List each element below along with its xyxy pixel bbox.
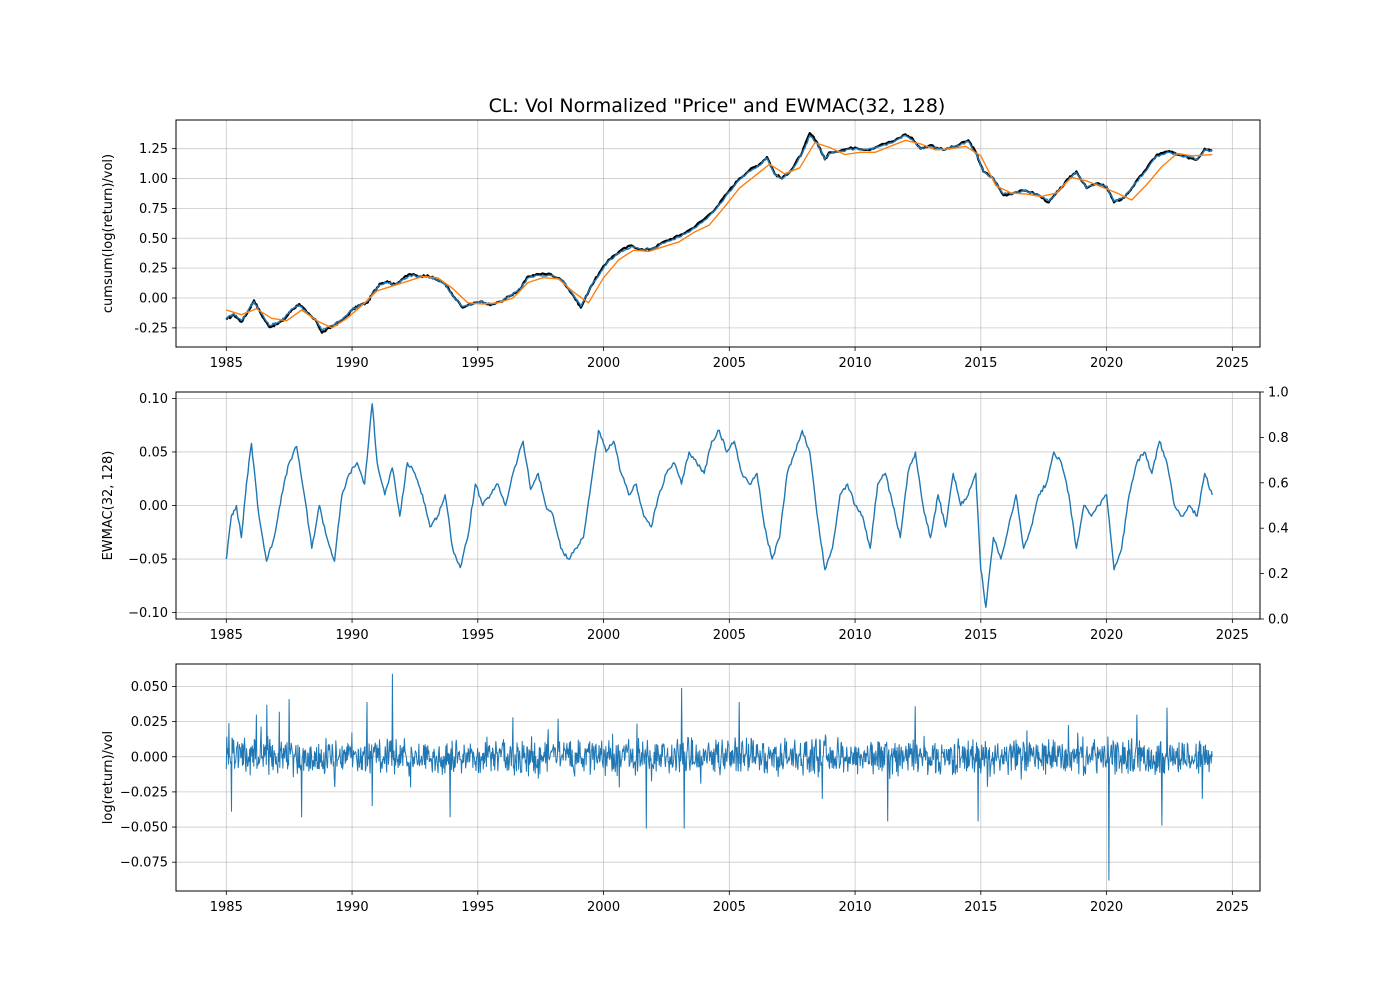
x-tick-label: 2015 xyxy=(964,900,997,915)
x-tick-label: 1990 xyxy=(336,628,369,643)
y-tick-label: 0.050 xyxy=(131,680,168,695)
x-tick-label: 1995 xyxy=(461,356,494,371)
x-tick-label: 2015 xyxy=(964,356,997,371)
x-tick-label: 2020 xyxy=(1090,900,1123,915)
y-tick-label: 0.10 xyxy=(139,392,168,407)
x-tick-label: 2015 xyxy=(964,628,997,643)
x-tick-label: 1985 xyxy=(210,900,243,915)
series-line xyxy=(226,139,1213,329)
y-axis-label: EWMAC(32, 128) xyxy=(101,451,116,561)
series-line xyxy=(225,132,1213,334)
y-tick-label: -0.25 xyxy=(134,321,168,336)
y-tick-label: −0.075 xyxy=(120,856,168,871)
y-tick-label: 0.75 xyxy=(139,202,168,217)
y-tick-label: 0.50 xyxy=(139,232,168,247)
x-tick-label: 2000 xyxy=(587,356,620,371)
series-line xyxy=(225,673,1213,881)
axes-frame xyxy=(175,119,1261,348)
right-y-tick-label: 0.8 xyxy=(1268,431,1289,446)
axes-frame xyxy=(175,391,1261,620)
right-y-tick-label: 0.6 xyxy=(1268,476,1289,491)
x-tick-label: 1995 xyxy=(461,900,494,915)
y-tick-label: 0.000 xyxy=(131,750,168,765)
right-y-tick-label: 0.2 xyxy=(1268,567,1289,582)
x-tick-label: 2000 xyxy=(587,900,620,915)
y-tick-label: 1.00 xyxy=(139,172,168,187)
y-axis-label: cumsum(log(return)/vol) xyxy=(101,154,116,313)
x-tick-label: 2010 xyxy=(839,900,872,915)
figure-title: CL: Vol Normalized "Price" and EWMAC(32,… xyxy=(489,95,946,117)
x-tick-label: 1985 xyxy=(210,356,243,371)
x-tick-label: 2010 xyxy=(839,356,872,371)
right-y-tick-label: 0.0 xyxy=(1268,613,1289,628)
y-tick-label: −0.025 xyxy=(120,785,168,800)
right-y-tick-label: 0.4 xyxy=(1268,522,1289,537)
x-tick-label: 2010 xyxy=(839,628,872,643)
y-tick-label: −0.050 xyxy=(120,821,168,836)
price-axes: 1985 1990 1995 2000 2005 2010 2015 2020 2025 -0.2… xyxy=(101,119,1261,371)
x-tick-label: 2020 xyxy=(1090,356,1123,371)
y-tick-label: 0.00 xyxy=(139,499,168,514)
x-tick-label: 1990 xyxy=(336,356,369,371)
y-tick-label: 1.25 xyxy=(139,142,168,157)
right-y-tick-label: 1.0 xyxy=(1268,386,1289,401)
x-tick-label: 2025 xyxy=(1216,356,1249,371)
series-line xyxy=(226,134,1213,331)
x-tick-label: 2005 xyxy=(713,628,746,643)
y-tick-label: 0.05 xyxy=(139,445,168,460)
x-tick-label: 2005 xyxy=(713,900,746,915)
x-tick-label: 2025 xyxy=(1216,628,1249,643)
y-tick-label: −0.05 xyxy=(128,553,168,568)
series-line xyxy=(225,403,1213,608)
x-tick-label: 2005 xyxy=(713,356,746,371)
x-tick-label: 2025 xyxy=(1216,900,1249,915)
y-tick-label: 0.00 xyxy=(139,292,168,307)
y-tick-label: −0.10 xyxy=(128,606,168,621)
x-tick-label: 2020 xyxy=(1090,628,1123,643)
axes-frame xyxy=(175,663,1261,892)
x-tick-label: 2000 xyxy=(587,628,620,643)
y-tick-label: 0.25 xyxy=(139,262,168,277)
x-tick-label: 1995 xyxy=(461,628,494,643)
x-tick-label: 1985 xyxy=(210,628,243,643)
y-tick-label: 0.025 xyxy=(131,715,168,730)
ewmac-axes: 1985 1990 1995 2000 2005 2010 2015 2020 2025 −0.1… xyxy=(101,386,1289,644)
returns-axes: 1985 1990 1995 2000 2005 2010 2015 2020 2025 −0.0… xyxy=(101,663,1261,915)
x-tick-label: 1990 xyxy=(336,900,369,915)
y-axis-label: log(return)/vol xyxy=(101,731,116,824)
